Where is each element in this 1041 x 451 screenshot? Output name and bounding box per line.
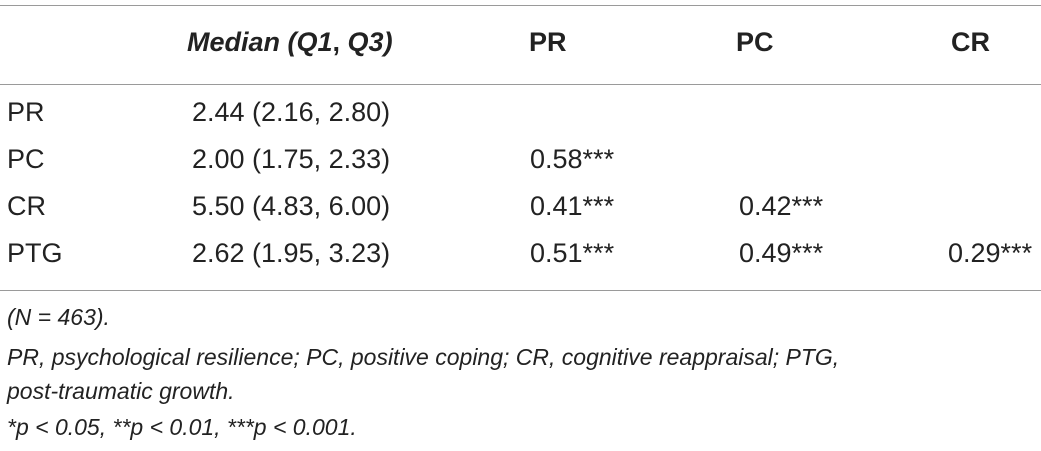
median-pr: 2.44 (2.16, 2.80) — [192, 97, 391, 127]
note-significance: *p < 0.05, **p < 0.01, ***p < 0.001. — [7, 414, 357, 440]
corr-ptg-cr: 0.29*** — [948, 238, 1033, 268]
header-cr: CR — [951, 27, 990, 57]
corr-cr-pr: 0.41*** — [530, 191, 615, 221]
note-sample-size: (N = 463). — [7, 304, 110, 330]
median-pc: 2.00 (1.75, 2.33) — [192, 144, 391, 174]
median-cr: 5.50 (4.83, 6.00) — [192, 191, 391, 221]
row-label-cr: CR — [7, 191, 46, 221]
header-median: Median (Q1, Q3) — [187, 27, 393, 57]
corr-pc-pr: 0.58*** — [530, 144, 615, 174]
header-pr: PR — [529, 27, 567, 57]
median-ptg: 2.62 (1.95, 3.23) — [192, 238, 391, 268]
table-bottom-rule — [0, 290, 1041, 291]
note-abbreviations-line1: PR, psychological resilience; PC, positi… — [7, 344, 840, 370]
note-abbreviations-line2: post-traumatic growth. — [7, 378, 235, 404]
header-rule — [0, 84, 1041, 85]
row-label-pr: PR — [7, 97, 45, 127]
corr-cr-pc: 0.42*** — [739, 191, 824, 221]
row-label-ptg: PTG — [7, 238, 63, 268]
row-label-pc: PC — [7, 144, 45, 174]
corr-ptg-pr: 0.51*** — [530, 238, 615, 268]
header-pc: PC — [736, 27, 774, 57]
corr-ptg-pc: 0.49*** — [739, 238, 824, 268]
table-top-rule — [0, 5, 1041, 6]
